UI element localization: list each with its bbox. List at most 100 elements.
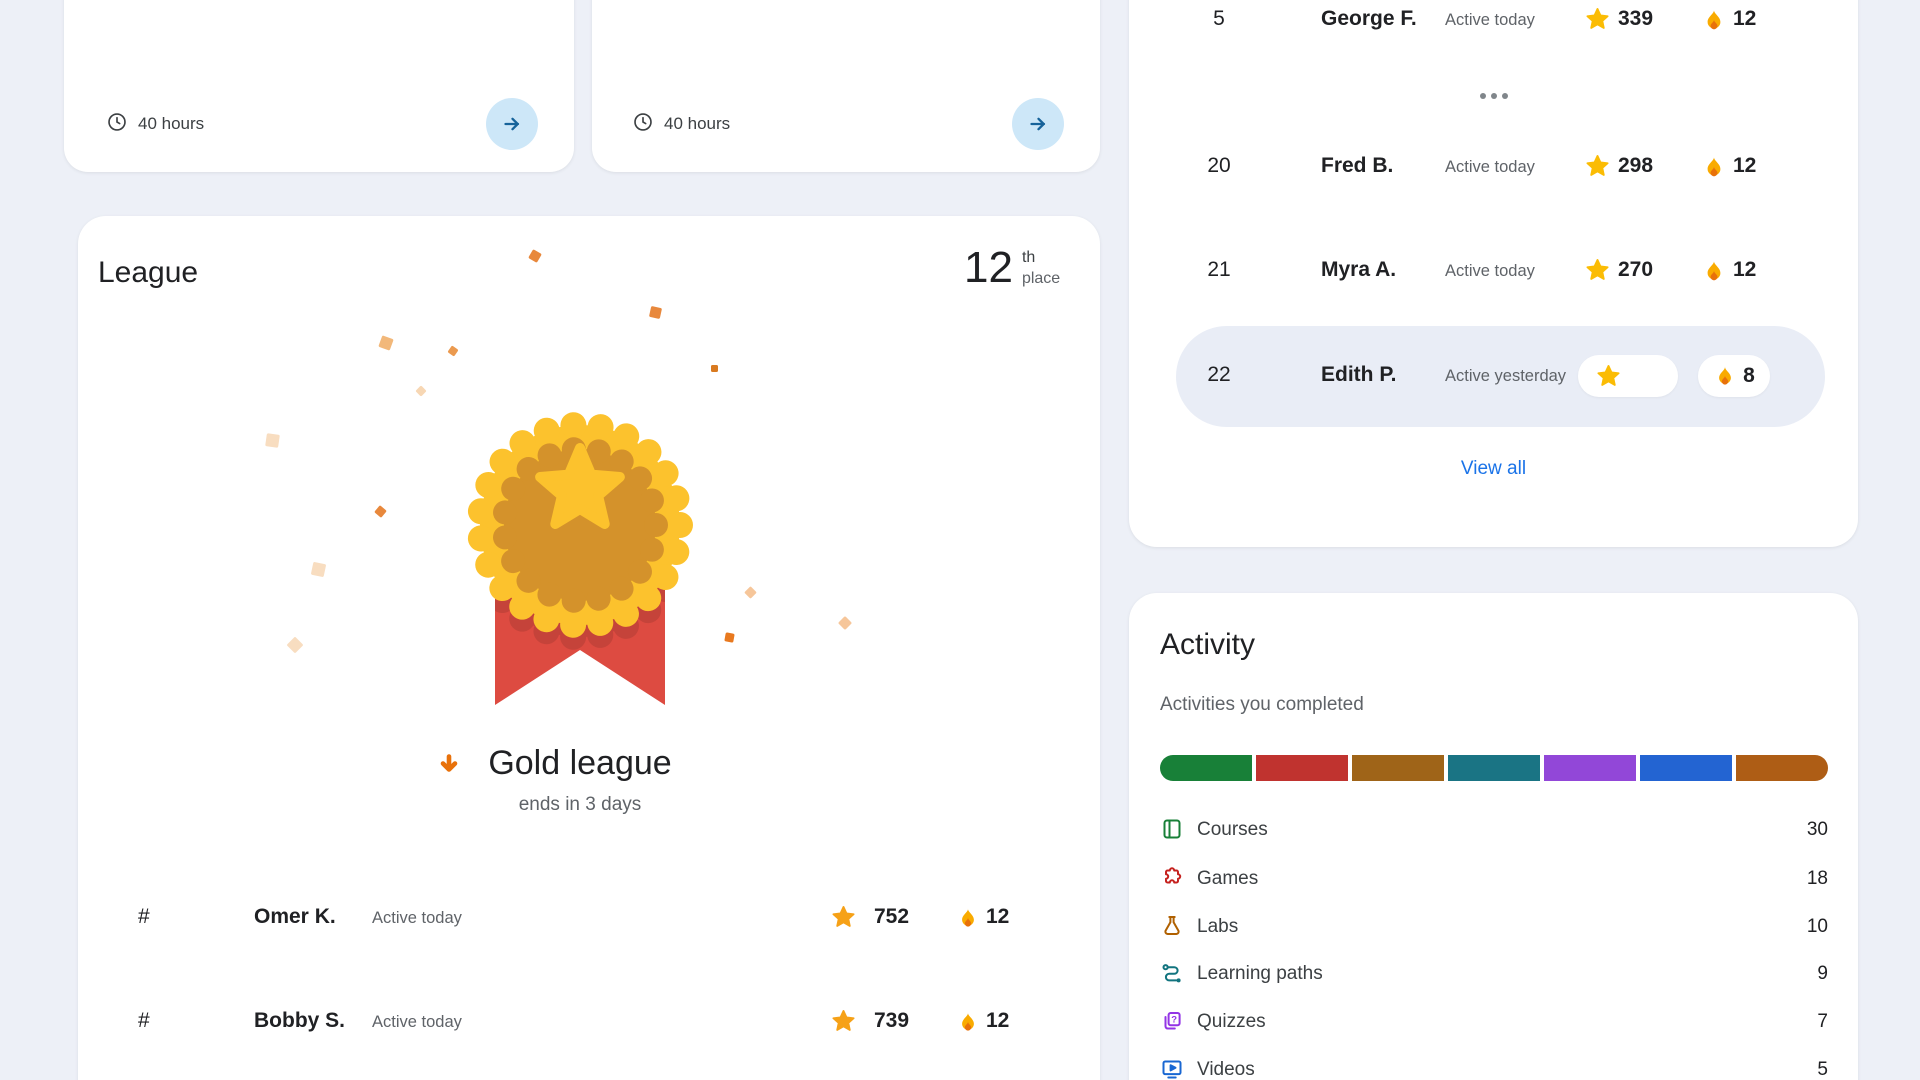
goal-arrow-button[interactable] [486,98,538,150]
row-name: Omer K. [254,905,336,928]
confetti-piece [378,335,394,351]
activity-item-label: Learning paths [1197,963,1323,984]
stars-pill [1578,355,1678,397]
quizzes-icon: ? [1160,1009,1184,1033]
leaderboard-row: 5 George F. Active today 339 12 [1129,0,1858,50]
league-title: League [98,256,199,289]
labs-icon [1160,914,1184,938]
flame-icon [1701,154,1728,181]
row-status: Active today [1445,158,1535,176]
row-streak-value: 8 [1743,364,1755,387]
svg-text:?: ? [1171,1014,1177,1025]
goal-card-2: 40 hours [592,0,1100,172]
courses-icon [1160,817,1184,841]
row-streak-value: 12 [1733,7,1757,30]
activity-item-games: Games 18 [1160,854,1828,902]
videos-icon [1160,1057,1184,1080]
place-label: place [1021,270,1061,287]
star-icon [1584,257,1611,284]
goal-hours-label: 40 hours [664,114,731,133]
flame-icon [1701,258,1728,285]
activity-item-value: 18 [1806,868,1828,889]
activity-subtitle: Activities you completed [1160,694,1364,715]
activity-bar-segment [1736,755,1828,781]
row-stars-value: 270 [1618,258,1654,281]
league-row: # Omer K. Active today 752 12 [78,888,1100,948]
row-streak-value: 12 [986,905,1010,928]
row-rank: # [138,905,150,928]
gold-medal-illustration [400,300,760,730]
arrow-right-icon [1026,112,1050,136]
activity-bar-segment [1256,755,1348,781]
leaderboard-row-current-user: 22 Edith P. Active yesterday 8 [1129,326,1858,427]
activity-bar-segment [1544,755,1636,781]
flame-icon [956,1010,983,1037]
row-status: Active today [1445,262,1535,280]
activity-item-value: 5 [1817,1059,1828,1080]
activity-bar-segment [1160,755,1252,781]
flame-icon [956,906,983,933]
goal-arrow-button[interactable] [1012,98,1064,150]
activity-item-label: Courses [1197,819,1268,840]
goal-hours-label: 40 hours [138,114,205,133]
activity-item-label: Videos [1197,1059,1255,1080]
games-icon [1160,866,1184,890]
place-ordinal: th [1021,249,1036,266]
leaderboard-row: 20 Fred B. Active today 298 12 [1129,137,1858,197]
activity-item-label: Games [1197,868,1259,889]
row-stars-value: 339 [1618,7,1654,30]
row-rank: 22 [1207,363,1231,386]
confetti-piece [310,561,327,578]
activity-bar-segment [1352,755,1444,781]
activity-item-videos: Videos 5 [1160,1045,1828,1080]
activity-item-value: 7 [1817,1011,1828,1032]
clock-icon [632,111,654,133]
league-row: # Bobby S. Active today 739 12 [78,992,1100,1052]
row-streak-value: 12 [986,1009,1010,1032]
row-name: Myra A. [1321,258,1397,281]
row-name: George F. [1321,7,1417,30]
row-streak-value: 12 [1733,154,1757,177]
row-rank: 21 [1207,258,1231,281]
flame-icon [1713,364,1737,388]
row-status: Active today [1445,11,1535,29]
row-rank: # [138,1009,150,1032]
row-name: Bobby S. [254,1009,346,1032]
league-place: 12 th place [964,246,1060,290]
streak-pill: 8 [1698,355,1770,397]
row-streak-value: 12 [1733,258,1757,281]
leaderboard-row: 21 Myra A. Active today 270 12 [1129,241,1858,301]
confetti-piece [374,505,387,518]
place-number: 12 [964,243,1013,292]
medal-outer-scallop [467,412,693,638]
activity-title: Activity [1160,628,1256,661]
activity-item-courses: Courses 30 [1160,805,1828,853]
row-status: Active today [372,909,462,927]
confetti-piece [528,249,542,263]
learning-paths-icon [1160,961,1184,985]
medal-star [535,443,625,529]
demote-arrow-icon [436,752,462,778]
star-icon [1584,153,1611,180]
row-stars-value: 739 [874,1009,910,1032]
clock-icon [106,111,128,133]
row-stars-value: 298 [1618,154,1654,177]
flame-icon [1701,7,1728,34]
row-status: Active yesterday [1445,367,1567,385]
activity-item-quizzes: ? Quizzes 7 [1160,997,1828,1045]
confetti-piece [837,615,853,631]
confetti-piece [286,636,304,654]
activity-item-label: Quizzes [1197,1011,1266,1032]
league-name: Gold league [488,744,672,782]
activity-item-labs: Labs 10 [1160,902,1828,950]
goal-card-1: 40 hours [64,0,574,172]
confetti-piece [711,365,718,372]
star-icon [830,1008,857,1035]
row-stars-value: 752 [874,905,910,928]
star-icon [830,904,857,931]
activity-item-value: 10 [1806,916,1828,937]
view-all-link[interactable]: View all [1129,457,1858,481]
activity-item-label: Labs [1197,916,1239,937]
activity-item-value: 30 [1806,819,1828,840]
